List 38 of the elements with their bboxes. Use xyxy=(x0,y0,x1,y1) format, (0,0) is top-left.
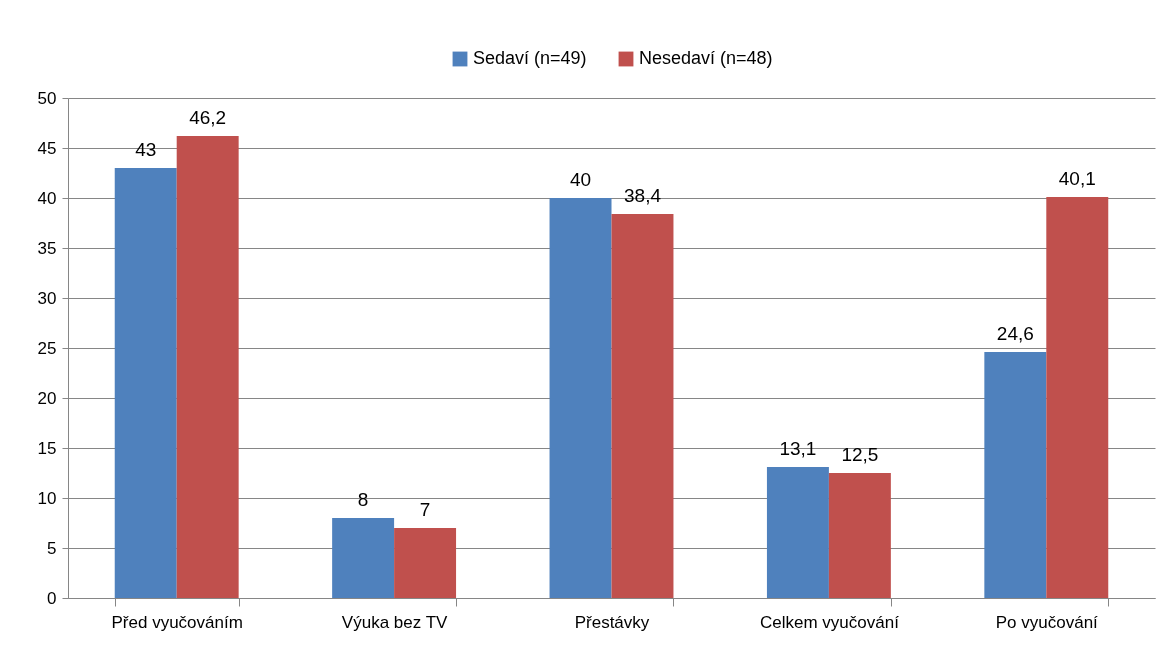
y-tick-label: 30 xyxy=(37,288,57,308)
y-tick-label: 15 xyxy=(37,438,57,458)
y-tick-label: 50 xyxy=(37,88,57,108)
y-tick-label: 35 xyxy=(37,238,57,258)
x-tick-label: Výuka bez TV xyxy=(341,612,449,632)
x-tick-label: Přestávky xyxy=(574,612,650,632)
y-tick-label: 20 xyxy=(37,388,57,408)
data-label: 8 xyxy=(357,489,369,510)
data-label: 24,6 xyxy=(996,323,1034,344)
bar xyxy=(332,518,395,598)
bar xyxy=(176,136,239,598)
data-label: 38,4 xyxy=(623,185,662,206)
y-tick-label: 5 xyxy=(47,538,57,558)
x-tick-label: Celkem vyučování xyxy=(759,612,900,632)
bar xyxy=(828,473,891,598)
bar xyxy=(766,467,829,598)
x-tick-label: Po vyučování xyxy=(995,612,1099,632)
data-label: 13,1 xyxy=(779,438,817,459)
legend-label: Nesedaví (n=48) xyxy=(639,48,773,68)
data-label: 7 xyxy=(419,499,431,520)
y-tick-label: 40 xyxy=(37,188,57,208)
data-label: 40,1 xyxy=(1058,168,1096,189)
bar xyxy=(1046,197,1109,598)
bar xyxy=(394,528,457,598)
legend-label: Sedaví (n=49) xyxy=(473,48,587,68)
y-tick-label: 10 xyxy=(37,488,57,508)
data-label: 40 xyxy=(569,169,592,190)
y-tick-label: 0 xyxy=(47,588,57,608)
bar xyxy=(984,352,1047,598)
data-label: 46,2 xyxy=(189,107,227,128)
y-tick-label: 45 xyxy=(37,138,57,158)
y-tick-label: 25 xyxy=(37,338,57,358)
bar xyxy=(114,168,177,598)
x-tick-label: Před vyučováním xyxy=(111,612,243,632)
bar xyxy=(549,198,612,598)
bar xyxy=(611,214,674,598)
data-label: 43 xyxy=(135,139,157,160)
data-label: 12,5 xyxy=(841,444,879,465)
